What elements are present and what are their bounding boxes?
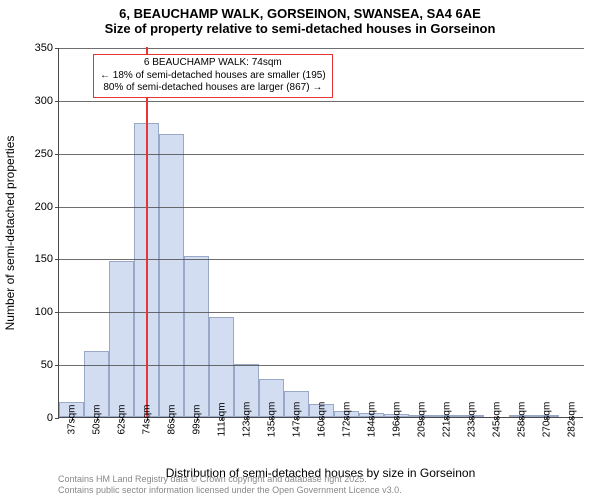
x-tick-label: 258sqm [516,402,527,438]
x-tick-label: 184sqm [366,402,377,438]
y-tick-mark [55,154,59,155]
title-subtitle: Size of property relative to semi-detach… [0,21,600,36]
y-tick-mark [55,312,59,313]
x-tick-label: 282sqm [566,402,577,438]
chart-area: Number of semi-detached properties 37sqm… [58,48,583,418]
y-gridline [59,365,584,366]
x-tick-label: 111sqm [216,402,227,436]
footer-line1: Contains HM Land Registry data © Crown c… [58,474,402,485]
histogram-bar [109,261,134,417]
x-tick-label: 86sqm [166,404,177,434]
x-tick-label: 221sqm [441,402,452,438]
plot-region: 37sqm50sqm62sqm74sqm86sqm99sqm111sqm123s… [58,48,583,418]
property-marker-line [146,47,148,417]
y-tick-label: 0 [47,412,53,424]
y-gridline [59,154,584,155]
footer-line2: Contains public sector information licen… [58,485,402,496]
x-tick-label: 135sqm [266,402,277,438]
annotation-line3: 80% of semi-detached houses are larger (… [100,82,326,95]
y-tick-label: 300 [35,95,53,107]
y-gridline [59,259,584,260]
y-gridline [59,207,584,208]
y-tick-mark [55,207,59,208]
y-tick-mark [55,365,59,366]
y-tick-label: 350 [35,42,53,54]
annotation-line2: ← 18% of semi-detached houses are smalle… [100,70,326,83]
y-axis-label: Number of semi-detached properties [3,136,17,331]
x-tick-label: 37sqm [66,404,77,434]
x-tick-label: 123sqm [241,402,252,438]
title-address: 6, BEAUCHAMP WALK, GORSEINON, SWANSEA, S… [0,6,600,21]
y-tick-mark [55,101,59,102]
chart-title: 6, BEAUCHAMP WALK, GORSEINON, SWANSEA, S… [0,0,600,36]
x-tick-label: 74sqm [141,404,152,434]
annotation-line1: 6 BEAUCHAMP WALK: 74sqm [100,57,326,70]
x-tick-label: 196sqm [391,402,402,438]
y-tick-label: 50 [41,359,53,371]
x-tick-label: 172sqm [341,402,352,438]
y-tick-mark [55,418,59,419]
y-tick-label: 250 [35,148,53,160]
x-tick-label: 209sqm [416,402,427,438]
annotation-box: 6 BEAUCHAMP WALK: 74sqm ← 18% of semi-de… [93,54,333,98]
x-tick-label: 233sqm [466,402,477,438]
x-tick-label: 99sqm [191,404,202,434]
histogram-bar [159,134,184,417]
y-gridline [59,312,584,313]
y-tick-label: 150 [35,253,53,265]
footer-attribution: Contains HM Land Registry data © Crown c… [58,474,402,496]
x-tick-label: 245sqm [491,402,502,438]
y-gridline [59,48,584,49]
histogram-bar [184,256,209,417]
x-tick-label: 160sqm [316,402,327,438]
x-tick-label: 270sqm [541,402,552,438]
x-tick-label: 50sqm [91,404,102,434]
y-gridline [59,101,584,102]
y-tick-label: 200 [35,201,53,213]
y-tick-mark [55,48,59,49]
x-tick-label: 147sqm [291,402,302,438]
x-tick-label: 62sqm [116,404,127,434]
y-tick-mark [55,259,59,260]
y-tick-label: 100 [35,306,53,318]
